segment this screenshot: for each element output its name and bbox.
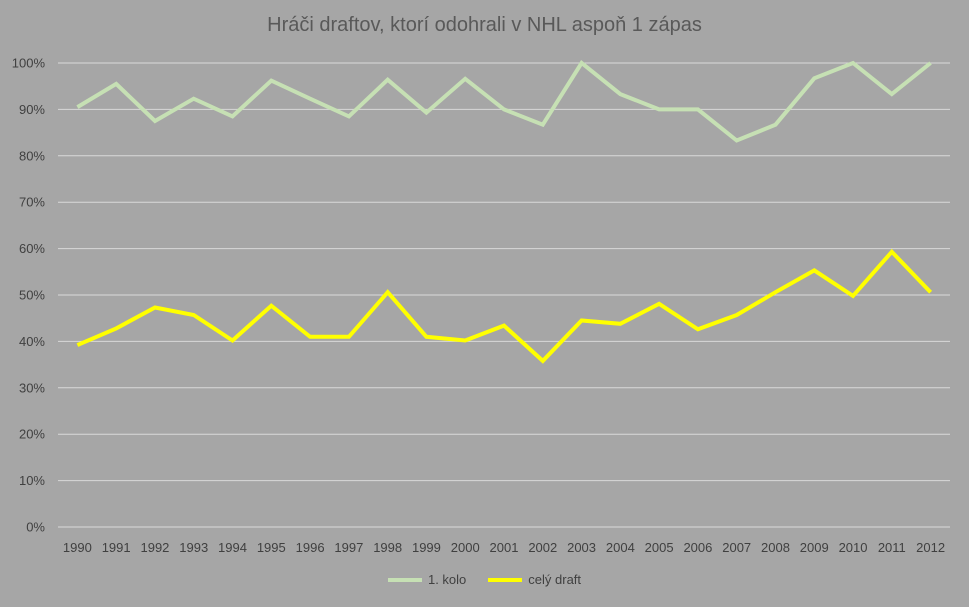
x-tick-label: 2001: [490, 540, 519, 555]
series-line-1: [76, 248, 933, 364]
legend-swatch-cely-draft: [488, 577, 523, 582]
x-tick-label: 2009: [800, 540, 829, 555]
x-tick-label: 2010: [839, 540, 868, 555]
y-tick-label: 60%: [19, 241, 45, 256]
x-tick-label: 1993: [179, 540, 208, 555]
legend-label-cely-draft: celý draft: [528, 572, 582, 587]
series-line-0: [76, 60, 932, 143]
legend-item-1-kolo: 1. kolo: [387, 572, 467, 587]
x-tick-label: 1995: [257, 540, 286, 555]
chart-title: Hráči draftov, ktorí odohrali v NHL aspo…: [267, 14, 702, 36]
y-tick-label: 80%: [19, 148, 45, 163]
y-tick-label: 50%: [19, 288, 45, 303]
chart-legend: 1. kolo celý draft: [0, 572, 969, 587]
legend-swatch-1-kolo: [387, 577, 422, 582]
x-tick-label: 1994: [218, 540, 247, 555]
x-tick-label: 2005: [645, 540, 674, 555]
x-tick-label: 1999: [412, 540, 441, 555]
x-tick-label: 2007: [722, 540, 751, 555]
y-tick-label: 40%: [19, 334, 45, 349]
y-tick-label: 0%: [26, 520, 45, 535]
x-tick-label: 1996: [296, 540, 325, 555]
y-tick-label: 70%: [19, 195, 45, 210]
x-tick-label: 2002: [528, 540, 557, 555]
x-tick-label: 2004: [606, 540, 635, 555]
x-tick-label: 2012: [916, 540, 945, 555]
x-tick-label: 2011: [878, 540, 906, 555]
x-tick-label: 2003: [567, 540, 596, 555]
x-tick-label: 1997: [334, 540, 363, 555]
y-tick-label: 10%: [19, 473, 45, 488]
x-tick-label: 2006: [683, 540, 712, 555]
x-tick-label: 2000: [451, 540, 480, 555]
y-tick-label: 30%: [19, 380, 45, 395]
x-tick-label: 1990: [63, 540, 92, 555]
legend-item-cely-draft: celý draft: [488, 572, 581, 587]
x-tick-label: 1992: [140, 540, 169, 555]
y-tick-label: 90%: [19, 102, 45, 117]
x-tick-label: 2008: [761, 540, 790, 555]
y-tick-label: 100%: [12, 56, 46, 71]
x-tick-label: 1991: [102, 540, 131, 555]
legend-label-1-kolo: 1. kolo: [427, 572, 467, 587]
y-tick-label: 20%: [19, 427, 45, 442]
x-tick-label: 1998: [373, 540, 402, 555]
